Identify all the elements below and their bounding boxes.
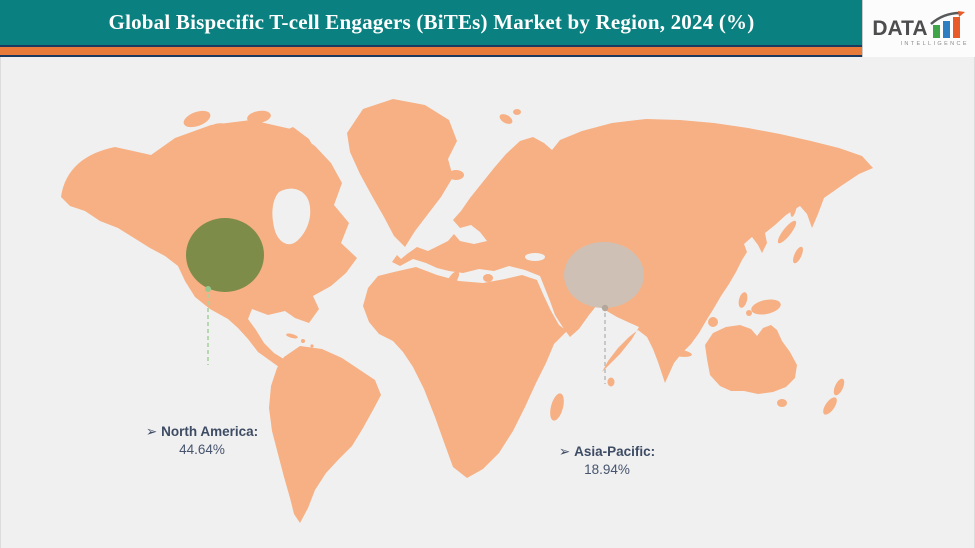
island-sri-lanka [607,377,615,387]
bubble-north-america [186,218,264,292]
brand-logo: DATA INTELLIGENCE [862,0,975,58]
island-svalbard-2 [513,109,521,115]
region-name: ➢ North America: [145,424,259,439]
island-caribbean-1 [301,339,305,343]
region-name: ➢ Asia-Pacific: [558,444,656,459]
island-sakhalin [790,193,798,217]
bubble-asia-pacific [564,242,644,308]
logo-wordmark: DATA [872,16,928,40]
island-new-guinea [751,299,781,315]
island-caribbean-2 [310,344,314,348]
island-philippines-1 [738,292,748,308]
label-asia-pacific: ➢ Asia-Pacific: 18.94% [542,443,672,479]
logo-bars-icon [929,10,965,38]
navy-rule-bottom [0,55,863,57]
continent-australia [705,325,797,394]
island-arctic-4 [173,137,189,147]
island-ireland [413,199,421,209]
island-japan-1 [777,220,797,244]
island-arctic-3 [247,110,271,124]
continent-eurasia [392,119,873,383]
orange-stripe [0,47,863,55]
continent-south-america [269,346,381,523]
logo-row: DATA [872,10,965,40]
continent-africa [363,267,567,478]
leader-dot-north-america [205,286,211,292]
island-philippines-2 [746,310,752,316]
world-map [61,99,873,523]
island-svalbard-1 [499,114,513,124]
arrow-icon: ➢ [558,444,571,459]
island-greenland [347,99,457,247]
sea-hudson-bay [272,188,311,245]
island-japan-2 [793,246,803,264]
island-java [666,349,692,357]
island-baffin [271,127,319,172]
logo-subtext: INTELLIGENCE [900,40,969,47]
island-tasmania [777,399,787,407]
island-newfoundland [311,212,327,224]
navy-rule-top [0,45,863,47]
header-band: Global Bispecific T-cell Engagers (BiTEs… [0,0,863,57]
map-canvas: ➢ North America: 44.64% ➢ Asia-Pacific: 18… [0,57,975,548]
island-arctic-2 [210,123,242,141]
island-arctic-1 [183,110,211,128]
region-value: 18.94% [584,462,630,477]
island-iceland [448,170,464,180]
page-title: Global Bispecific T-cell Engagers (BiTEs… [108,10,755,34]
island-sulawesi [708,317,718,327]
island-greece [483,274,493,282]
region-value: 44.64% [179,442,225,457]
label-north-america: ➢ North America: 44.64% [127,423,277,459]
title-band: Global Bispecific T-cell Engagers (BiTEs… [0,0,863,45]
island-cuba [286,333,298,339]
island-sumatra [644,325,668,345]
sea-black [525,253,545,261]
island-madagascar [550,393,564,421]
peninsula-italy [446,271,460,287]
arrow-icon: ➢ [145,424,158,439]
continents [61,99,873,523]
header-bar: Global Bispecific T-cell Engagers (BiTEs… [0,0,975,58]
island-nz-south [823,397,837,415]
island-nz-north [833,378,845,396]
island-great-britain [421,187,435,207]
leader-dot-asia-pacific [601,304,609,312]
island-borneo [682,310,700,328]
